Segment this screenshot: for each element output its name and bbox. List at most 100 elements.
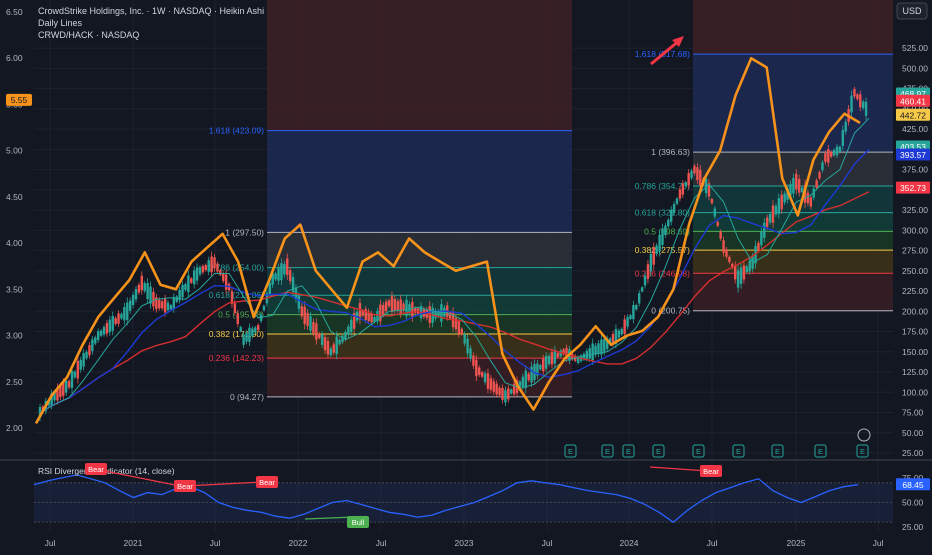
candle-body [832, 149, 836, 156]
candle-body [643, 275, 647, 286]
candle-body [486, 373, 490, 389]
candle-body [437, 310, 440, 317]
candle-body [341, 335, 344, 343]
candle-body [396, 301, 399, 311]
candle-body [463, 334, 466, 344]
divergence-marker-label: Bear [177, 482, 193, 491]
rsi-axis-tick: 75.00 [902, 473, 924, 483]
x-axis-tick: Jul [873, 538, 884, 548]
right-axis-tick: 125.00 [902, 367, 928, 377]
price-label-badge [896, 94, 930, 107]
candle-body [320, 334, 324, 345]
divergence-marker [85, 463, 107, 475]
candle-body [288, 270, 292, 282]
x-axis-tick: Jul [542, 538, 553, 548]
rsi-axis-tick: 25.00 [902, 522, 924, 532]
usd-button[interactable] [896, 2, 928, 20]
fib-zone [693, 250, 893, 274]
earnings-marker-label: E [775, 447, 780, 456]
candle-body [70, 370, 74, 388]
candle-body [562, 349, 565, 355]
candle-body [283, 263, 286, 275]
candle-body [85, 351, 88, 359]
candle-body [291, 277, 295, 293]
candle-body [102, 327, 106, 335]
candle-body [585, 350, 589, 360]
candle-body [184, 284, 187, 290]
candle-body [512, 383, 516, 395]
candle-body [59, 385, 62, 397]
right-axis-tick: 500.00 [902, 63, 928, 73]
left-axis-tick: 6.50 [6, 7, 23, 17]
candle-body [731, 263, 734, 269]
candle-body [614, 328, 618, 344]
fib-extension-zone [267, 0, 572, 131]
candle-body [556, 352, 559, 358]
candle-body [187, 275, 190, 293]
candle-body [448, 312, 452, 319]
candle-body [684, 182, 687, 187]
left-axis-current-value: 5.55 [11, 95, 28, 105]
left-axis-tick: 2.00 [6, 423, 23, 433]
x-axis-tick: 2022 [289, 538, 308, 548]
candle-body [635, 305, 638, 310]
candle-body [376, 310, 379, 322]
left-axis-tick: 3.00 [6, 331, 23, 341]
candle-body [338, 339, 341, 345]
candle-body [152, 291, 155, 307]
candle-body [806, 192, 810, 204]
earnings-marker [622, 444, 635, 458]
fib-level-label: 1.618 (423.09) [209, 126, 264, 136]
candle-body [50, 393, 53, 406]
rsi-current-badge [896, 478, 930, 491]
candle-body [475, 359, 478, 377]
candle-body [315, 323, 318, 340]
candle-body [67, 380, 71, 388]
right-axis-tick: 525.00 [902, 43, 928, 53]
fib-level-label: 1 (297.50) [225, 227, 264, 237]
candle-body [91, 339, 94, 352]
candle-body [681, 183, 685, 195]
fib-extension-zone [693, 0, 893, 55]
candle-body [797, 178, 801, 193]
left-axis-current-badge [6, 93, 32, 106]
candle-body [864, 101, 868, 116]
candle-body [352, 313, 356, 329]
candle-body [172, 297, 176, 310]
candle-body [626, 317, 629, 327]
fib-zone [267, 232, 572, 268]
candle-body [821, 162, 824, 171]
rsi-axis-tick: 50.00 [902, 497, 924, 507]
candle-body [707, 183, 711, 197]
right-axis-tick: 375.00 [902, 165, 928, 175]
annotation-arrow [650, 38, 681, 66]
price-label-value: 352.73 [900, 183, 926, 193]
candle-body [597, 343, 600, 354]
candle-body [655, 245, 658, 254]
candle-body [588, 348, 591, 359]
candle-body [323, 337, 327, 351]
candle-body [582, 353, 586, 360]
candle-body [853, 88, 856, 97]
divergence-line [304, 516, 356, 520]
price-label-value: 393.57 [900, 150, 926, 160]
earnings-marker [601, 444, 614, 458]
fib-level-label: 0.5 (298.69) [644, 226, 690, 236]
ratio-line [34, 56, 861, 425]
candle-body [393, 299, 397, 311]
earnings-marker-label: E [860, 447, 865, 456]
candle-body [399, 299, 402, 314]
divergence-marker [347, 516, 369, 528]
x-axis-tick: 2025 [787, 538, 806, 548]
candle-body [160, 301, 164, 309]
candle-body [175, 296, 178, 302]
right-axis-tick: 75.00 [902, 408, 924, 418]
candle-body [384, 301, 388, 312]
fib-zone [693, 273, 893, 311]
candle-body [608, 338, 612, 345]
x-axis-tick: Jul [376, 538, 387, 548]
candle-body [297, 295, 301, 309]
candle-body [565, 347, 568, 359]
candle-body [606, 338, 609, 349]
candle-body [827, 149, 830, 163]
